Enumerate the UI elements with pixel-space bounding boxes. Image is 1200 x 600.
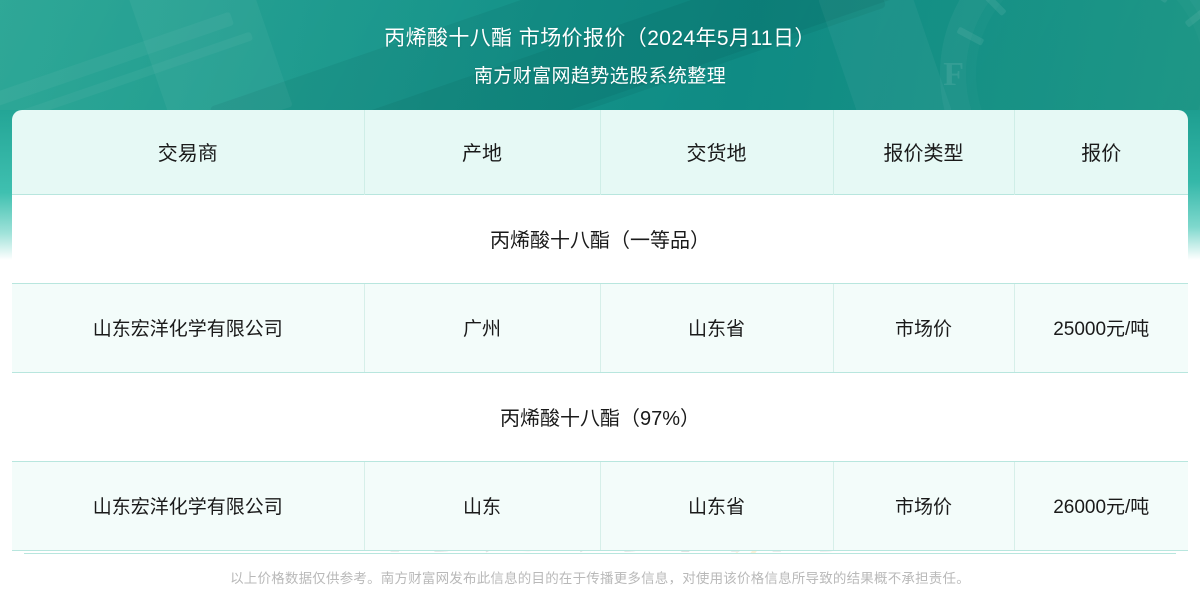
- cell-price: 25000元/吨: [1014, 283, 1188, 373]
- product-group-label: 丙烯酸十八酯（97%）: [12, 371, 1188, 462]
- cell-delivery: 山东省: [600, 283, 834, 373]
- cell-origin: 广州: [364, 283, 601, 373]
- footer-divider: [24, 553, 1176, 554]
- disclaimer-text: 以上价格数据仅供参考。南方财富网发布此信息的目的在于传播更多信息，对使用该价格信…: [230, 570, 970, 586]
- cell-quote-type: 市场价: [833, 283, 1015, 373]
- cell-quote-type: 市场价: [833, 461, 1015, 551]
- cell-origin: 山东: [364, 461, 601, 551]
- product-group-label: 丙烯酸十八酯（一等品）: [12, 193, 1188, 284]
- cell-delivery: 山东省: [600, 461, 834, 551]
- table-header-row: 交易商 产地 交货地 报价类型 报价: [12, 110, 1188, 194]
- table-row: 山东宏洋化学有限公司 山东 山东省 市场价 26000元/吨: [12, 461, 1188, 551]
- page-banner: F 丙烯酸十八酯 市场价报价（2024年5月11日） 南方财富网趋势选股系统整理: [0, 0, 1200, 110]
- table-group-row: 丙烯酸十八酯（97%）: [12, 371, 1188, 462]
- column-header-quote-type: 报价类型: [833, 110, 1015, 194]
- cell-price: 26000元/吨: [1014, 461, 1188, 551]
- quote-table: 交易商 产地 交货地 报价类型 报价 丙烯酸十八酯（一等品） 山东宏洋化学有限公…: [12, 110, 1188, 551]
- cell-trader: 山东宏洋化学有限公司: [12, 283, 365, 373]
- page-title: 丙烯酸十八酯 市场价报价（2024年5月11日）: [384, 27, 816, 50]
- column-header-delivery: 交货地: [600, 110, 834, 194]
- table-group-row: 丙烯酸十八酯（一等品）: [12, 193, 1188, 284]
- column-header-origin: 产地: [364, 110, 601, 194]
- table-row: 山东宏洋化学有限公司 广州 山东省 市场价 25000元/吨: [12, 283, 1188, 373]
- cell-trader: 山东宏洋化学有限公司: [12, 461, 365, 551]
- quote-table-container: 南方财富网 Southmoney.com 交易商 产地 交货地 报价类型 报价 …: [0, 110, 1200, 553]
- page-subtitle: 南方财富网趋势选股系统整理: [473, 66, 727, 87]
- column-header-trader: 交易商: [12, 110, 365, 194]
- column-header-price: 报价: [1014, 110, 1188, 194]
- page-footer: 以上价格数据仅供参考。南方财富网发布此信息的目的在于传播更多信息，对使用该价格信…: [0, 553, 1200, 600]
